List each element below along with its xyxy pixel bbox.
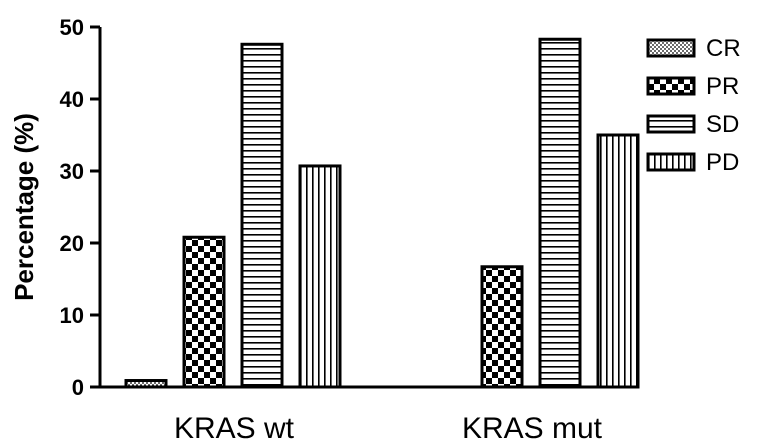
y-tick-label: 30 bbox=[60, 159, 84, 184]
bar-sd-kras-wt bbox=[240, 42, 284, 389]
y-tick-label: 40 bbox=[60, 87, 84, 112]
legend-label-sd: SD bbox=[706, 111, 739, 138]
bars bbox=[124, 37, 640, 389]
legend-swatch-pr bbox=[646, 76, 696, 96]
y-ticks: 0 10 20 30 40 50 bbox=[60, 15, 100, 400]
category-labels: KRAS wt KRAS mut bbox=[174, 412, 603, 445]
category-label: KRAS mut bbox=[462, 412, 603, 445]
bar-pr-kras-mut bbox=[480, 265, 524, 389]
legend-label-pd: PD bbox=[706, 149, 739, 176]
category-label: KRAS wt bbox=[174, 412, 295, 445]
y-axis-label: Percentage (%) bbox=[9, 113, 39, 301]
legend-label-cr: CR bbox=[706, 35, 741, 62]
legend: CR PR SD PD bbox=[646, 35, 741, 176]
bar-cr-kras-wt bbox=[124, 379, 168, 389]
legend-swatch-cr bbox=[646, 38, 696, 58]
bar-pd-kras-wt bbox=[298, 164, 342, 389]
legend-swatch-sd bbox=[646, 114, 696, 134]
y-tick-label: 0 bbox=[72, 375, 84, 400]
y-tick-label: 20 bbox=[60, 231, 84, 256]
legend-swatch-pd bbox=[646, 152, 696, 172]
bar-pd-kras-mut bbox=[596, 133, 640, 389]
bar-sd-kras-mut bbox=[538, 37, 582, 389]
y-tick-label: 10 bbox=[60, 303, 84, 328]
bar-pr-kras-wt bbox=[182, 235, 226, 389]
legend-label-pr: PR bbox=[706, 73, 739, 100]
y-tick-label: 50 bbox=[60, 15, 84, 40]
